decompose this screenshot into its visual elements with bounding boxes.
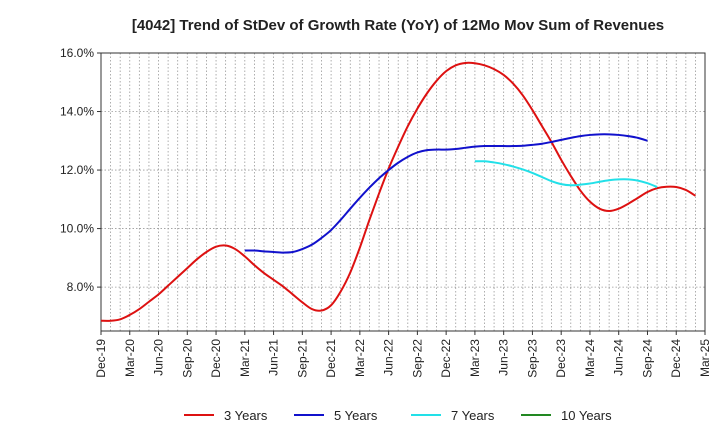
- x-tick-label: Dec-21: [324, 339, 338, 378]
- x-tick-label: Dec-19: [94, 339, 108, 378]
- series-lines: [100, 61, 696, 322]
- y-axis: 8.0% 10.0% 12.0% 14.0% 16.0%: [60, 46, 101, 294]
- x-tick-label: Dec-23: [554, 339, 568, 378]
- x-tick-label: Sep-22: [410, 339, 424, 378]
- x-tick-label: Mar-24: [583, 339, 597, 377]
- x-tick-label: Mar-22: [353, 339, 367, 377]
- x-tick-label: Mar-20: [123, 339, 137, 377]
- legend-label-10-years: 10 Years: [561, 408, 612, 423]
- legend-label-5-years: 5 Years: [334, 408, 378, 423]
- x-tick-label: Mar-25: [698, 339, 712, 377]
- series-line-7-years: [474, 160, 658, 188]
- y-tick-label: 8.0%: [67, 280, 95, 294]
- x-tick-label: Sep-20: [180, 339, 194, 378]
- x-tick-label: Jun-23: [497, 339, 511, 376]
- y-tick-label: 16.0%: [60, 46, 94, 60]
- y-tick-label: 14.0%: [60, 105, 94, 119]
- x-tick-label: Sep-24: [640, 339, 654, 378]
- plot-area-frame: [100, 52, 706, 332]
- y-tick-label: 12.0%: [60, 163, 94, 177]
- x-tick-label: Dec-22: [439, 339, 453, 378]
- x-tick-label: Jun-24: [612, 339, 626, 376]
- x-tick-label: Mar-23: [468, 339, 482, 377]
- series-line-3-years: [100, 61, 696, 322]
- series-line-5-years: [244, 133, 648, 254]
- x-tick-label: Dec-24: [669, 339, 683, 378]
- x-tick-label: Sep-23: [525, 339, 539, 378]
- legend: 3 Years 5 Years 7 Years 10 Years: [184, 408, 612, 423]
- x-tick-label: Jun-21: [267, 339, 281, 376]
- chart-title: [4042] Trend of StDev of Growth Rate (Yo…: [132, 17, 664, 34]
- x-tick-label: Dec-20: [209, 339, 223, 378]
- grid-lines: [101, 52, 705, 331]
- x-tick-label: Jun-22: [382, 339, 396, 376]
- x-tick-label: Mar-21: [238, 339, 252, 377]
- legend-label-7-years: 7 Years: [451, 408, 495, 423]
- x-axis: Dec-19 Mar-20 Jun-20 Sep-20 Dec-20 Mar-21 Jun-…: [94, 331, 712, 378]
- y-tick-label: 10.0%: [60, 222, 94, 236]
- x-tick-label: Sep-21: [295, 339, 309, 378]
- legend-label-3-years: 3 Years: [224, 408, 268, 423]
- x-tick-label: Jun-20: [152, 339, 166, 376]
